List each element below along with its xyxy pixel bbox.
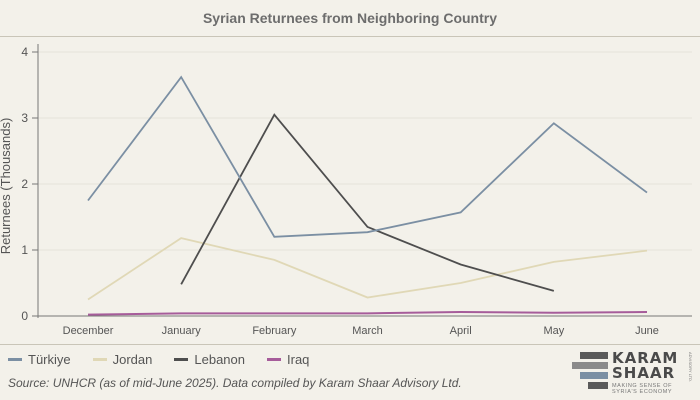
x-tick-label: May: [543, 325, 564, 337]
x-tick-label: June: [635, 325, 659, 337]
legend-item: Iraq: [267, 352, 309, 367]
legend-swatch: [267, 357, 281, 361]
series-layer: [87, 75, 648, 316]
y-tick-label: 0: [21, 309, 28, 323]
chart-title: Syrian Returnees from Neighboring Countr…: [0, 0, 700, 37]
brand-side-text: ADVISORY LTD.: [688, 352, 693, 383]
brand-name-line1: KARAM: [612, 349, 679, 367]
series-line-jordan: [87, 237, 648, 301]
legend-label: Türkiye: [28, 351, 71, 367]
axis-layer: 0 1 2 3 4 December January February March April Ma…: [21, 44, 692, 337]
grid-layer: [38, 51, 692, 317]
series-line-lebanon: [180, 113, 555, 292]
brand-tagline: MAKING SENSE OF SYRIA'S ECONOMY: [612, 383, 673, 395]
series-line-iraq: [87, 311, 648, 316]
y-axis-label: Returnees (Thousands): [0, 118, 13, 255]
y-tick-label: 3: [21, 111, 28, 125]
footer-divider: [0, 344, 700, 345]
x-tick-label: February: [252, 325, 297, 337]
y-tick-label: 2: [21, 177, 28, 191]
legend-swatch: [174, 357, 189, 361]
x-tick-label: April: [450, 325, 472, 337]
brand-logo: KARAM SHAAR MAKING SENSE OF SYRIA'S ECON…: [572, 350, 696, 396]
brand-name-line2: SHAAR: [612, 364, 676, 382]
legend-swatch: [8, 357, 22, 361]
y-tick-label: 1: [21, 243, 28, 257]
line-chart: 0 1 2 3 4 December January February March April Ma…: [0, 44, 692, 337]
y-tick-label: 4: [21, 45, 28, 59]
legend-item: Jordan: [92, 351, 153, 367]
series-line-türkiye: [87, 75, 648, 238]
legend-swatch: [92, 357, 107, 361]
brand-logo-icon: [572, 352, 608, 389]
legend-item: Türkiye: [8, 352, 71, 367]
x-tick-label: January: [162, 325, 202, 337]
x-tick-label: March: [352, 325, 383, 337]
legend-label: Lebanon: [194, 351, 245, 367]
x-tick-label: December: [63, 325, 114, 337]
legend: Türkiye Jordan Lebanon Iraq: [8, 350, 309, 368]
source-note: Source: UNHCR (as of mid-June 2025). Dat…: [8, 376, 462, 390]
legend-item: Lebanon: [174, 352, 245, 367]
legend-label: Jordan: [112, 351, 153, 367]
legend-label: Iraq: [287, 351, 310, 367]
